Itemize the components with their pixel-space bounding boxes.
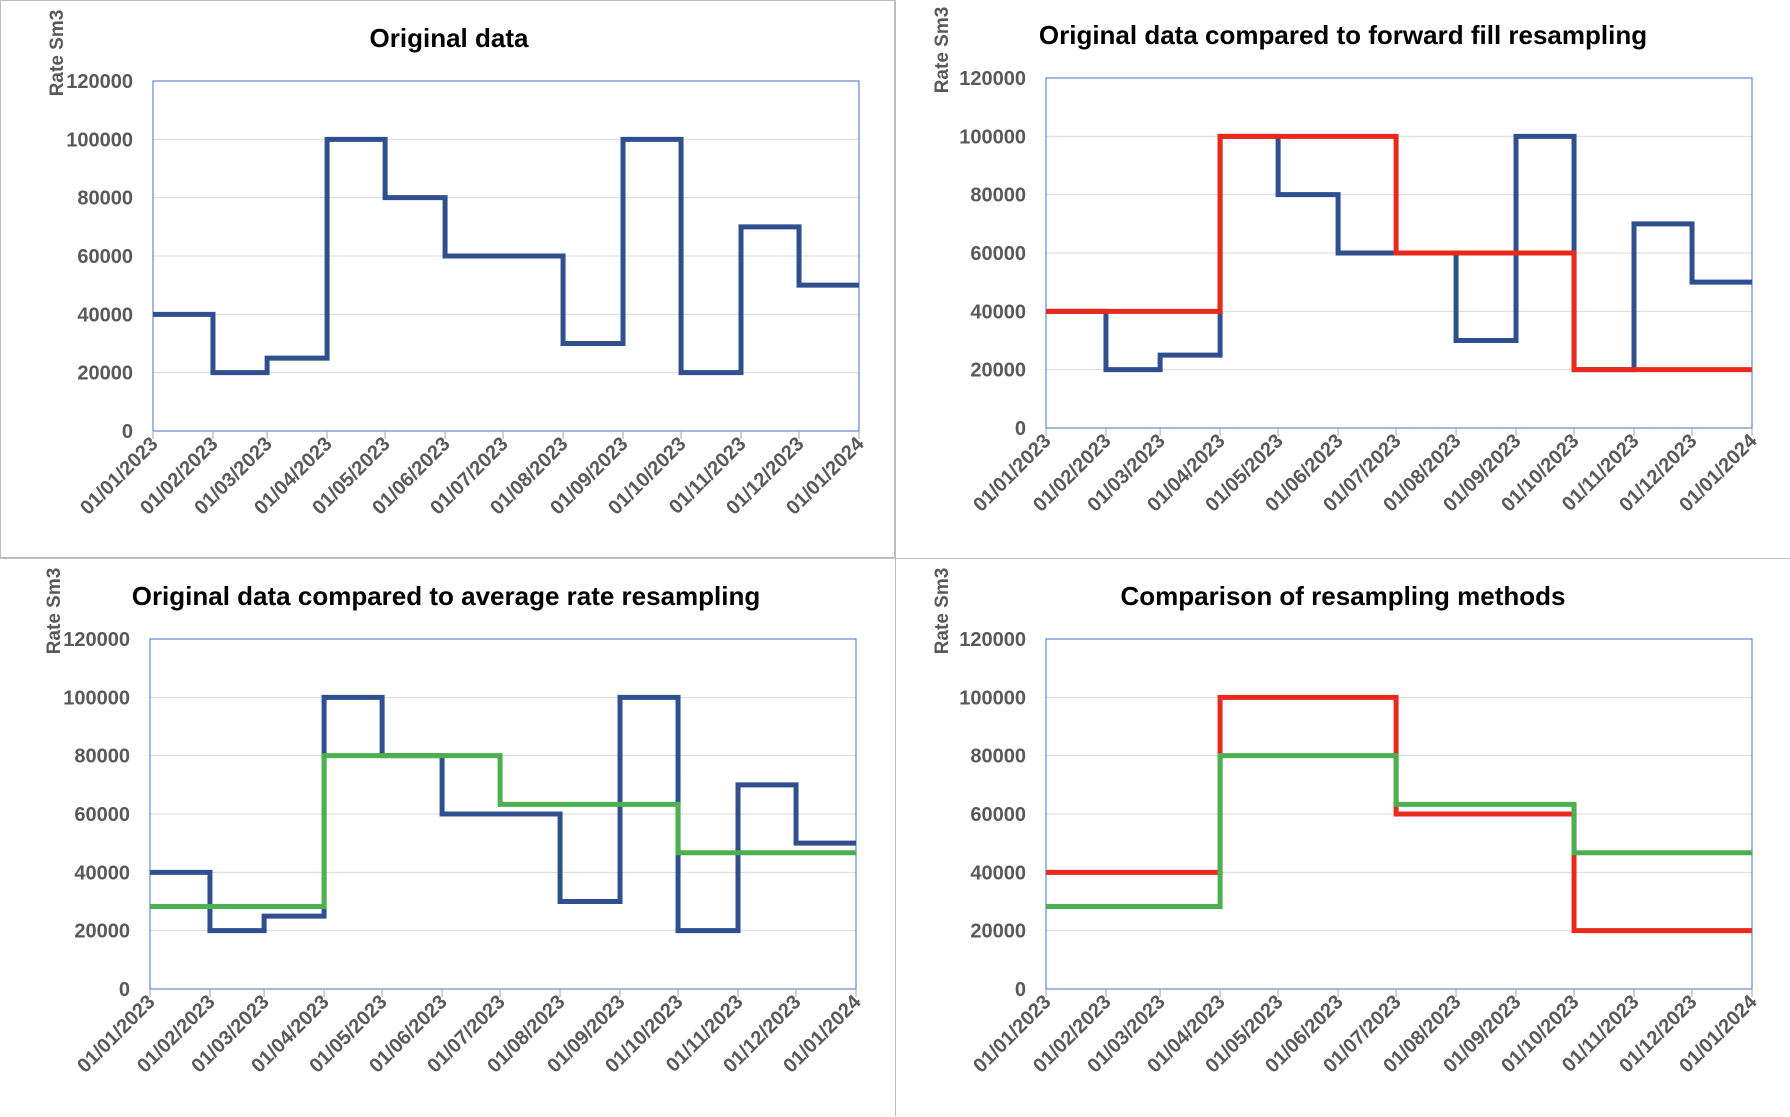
y-tick-label: 20000 [970,921,1026,943]
y-tick-label: 60000 [77,246,133,268]
y-tick-label: 80000 [970,746,1026,768]
y-tick-label: 120000 [63,629,130,651]
y-axis-label: Rate Sm3 [44,568,65,655]
y-axis-label: Rate Sm3 [932,7,953,94]
y-axis-label: Rate Sm3 [932,568,953,655]
step-chart-average-rate: 01/01/202301/02/202301/03/202301/04/2023… [44,568,866,1078]
y-tick-label: 60000 [970,243,1026,265]
y-tick-label: 40000 [77,304,133,326]
y-tick-label: 0 [119,979,130,1001]
y-tick-label: 60000 [74,804,130,826]
chart-title-original-data: Original data [370,23,529,53]
y-tick-label: 60000 [970,804,1026,826]
series-line-1 [150,753,856,909]
y-tick-label: 100000 [66,129,133,151]
y-tick-label: 40000 [74,862,130,884]
y-tick-label: 100000 [959,126,1026,148]
chart-panel-forward-fill: 01/01/2023 01/02/2023 01/03/2023 01/04/2023… [895,0,1790,558]
plot-area-border [1045,77,1753,429]
y-tick-label: 20000 [74,921,130,943]
plot-area-border [1045,638,1753,990]
chart-panel-original-data: 01/01/2023 01/02/2023 01/03/2023 01/04/2023… [0,0,895,558]
series-line-1 [1046,753,1752,909]
y-tick-label: 0 [1015,979,1026,1001]
y-tick-label: 40000 [970,862,1026,884]
step-chart-original-data: 01/01/202301/02/202301/03/202301/04/2023… [47,10,869,520]
plot-area-border [149,638,857,990]
chart-panel-average-rate: 01/01/2023 01/02/2023 01/03/2023 01/04/2023… [0,558,895,1116]
series-line-1 [1046,133,1752,373]
series-line-0 [153,136,859,376]
y-axis-label: Rate Sm3 [47,10,68,97]
y-tick-label: 20000 [77,363,133,385]
y-tick-label: 0 [1015,418,1026,440]
y-tick-label: 120000 [66,71,133,93]
y-tick-label: 80000 [970,185,1026,207]
y-tick-label: 0 [122,421,133,443]
y-tick-label: 40000 [970,301,1026,323]
y-tick-label: 20000 [970,360,1026,382]
y-tick-label: 80000 [74,746,130,768]
chart-title-forward-fill: Original data compared to forward fill r… [1039,20,1647,50]
series-line-0 [150,694,856,934]
y-tick-label: 120000 [959,629,1026,651]
y-tick-label: 80000 [77,188,133,210]
plot-area-border [152,80,860,432]
chart-title-average-rate: Original data compared to average rate r… [132,581,761,611]
y-tick-label: 100000 [959,687,1026,709]
chart-panel-comparison: 01/01/2023 01/02/2023 01/03/2023 01/04/2023… [895,558,1790,1116]
step-chart-forward-fill: 01/01/202301/02/202301/03/202301/04/2023… [932,7,1762,517]
y-tick-label: 100000 [63,687,130,709]
chart-title-comparison: Comparison of resampling methods [1121,581,1566,611]
y-tick-label: 120000 [959,68,1026,90]
step-chart-comparison: 01/01/202301/02/202301/03/202301/04/2023… [932,568,1762,1078]
